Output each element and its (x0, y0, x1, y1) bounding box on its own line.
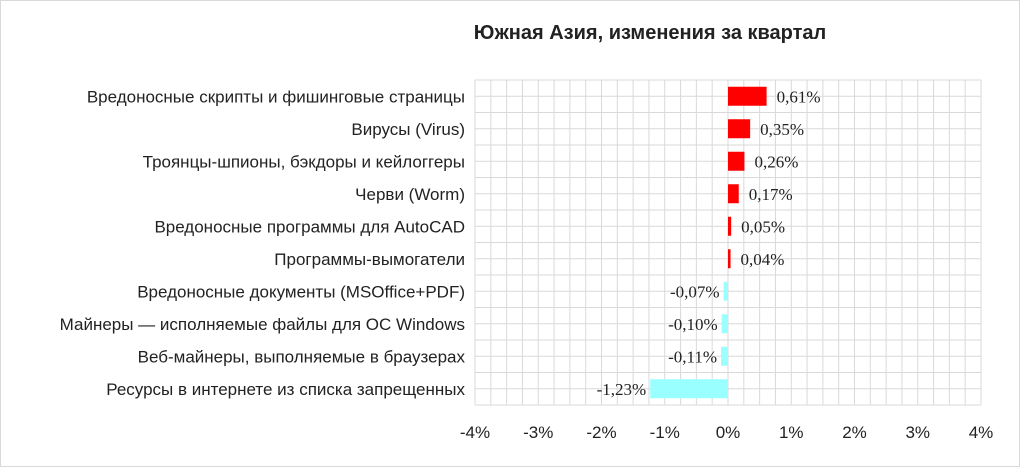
data-label: -0,11% (668, 347, 717, 366)
x-tick-label: 1% (779, 423, 804, 442)
category-label: Ресурсы в интернете из списка запрещенны… (106, 380, 465, 399)
bar (723, 281, 728, 301)
chart-title: Южная Азия, изменения за квартал (473, 22, 827, 44)
bar (728, 249, 731, 269)
bar (721, 346, 728, 366)
x-tick-label: -3% (523, 423, 553, 442)
category-label: Вредоносные документы (MSOffice+PDF) (137, 282, 465, 301)
category-label: Черви (Worm) (355, 185, 465, 204)
x-tick-label: -2% (586, 423, 616, 442)
bar (728, 119, 751, 139)
data-label: -1,23% (597, 380, 647, 399)
category-label: Майнеры — исполняемые файлы для ОС Windo… (60, 315, 465, 334)
category-label: Программы-вымогатели (274, 250, 465, 269)
category-label: Вирусы (Virus) (351, 120, 465, 139)
bar (728, 216, 732, 236)
data-label: 0,04% (741, 250, 785, 269)
label-layer: -4% -3% -2% -1% 0% 1% 2% 3% 4% Вредоносные скрипт… (60, 87, 994, 442)
data-label: 0,05% (741, 217, 785, 236)
category-label: Вредоносные программы для AutoCAD (154, 217, 465, 236)
category-label: Веб-майнеры, выполняемые в браузерах (138, 347, 466, 366)
x-tick-label: 0% (716, 423, 741, 442)
x-tick-label: 3% (905, 423, 930, 442)
bar (728, 86, 767, 106)
category-label: Вредоносные скрипты и фишинговые страниц… (87, 87, 465, 106)
bar (650, 379, 728, 399)
data-label: 0,35% (760, 120, 804, 139)
category-label: Троянцы-шпионы, бэкдоры и кейлоггеры (143, 152, 465, 171)
data-label: 0,61% (777, 87, 821, 106)
bar (728, 151, 745, 171)
data-label: 0,26% (754, 152, 798, 171)
x-tick-label: 4% (969, 423, 994, 442)
data-label: 0,17% (749, 185, 793, 204)
x-tick-label: -4% (460, 423, 490, 442)
bar-layer (650, 86, 767, 399)
data-label: -0,07% (670, 282, 720, 301)
x-tick-label: -1% (650, 423, 680, 442)
x-tick-label: 2% (842, 423, 867, 442)
bar (721, 314, 728, 334)
data-label: -0,10% (668, 315, 718, 334)
grid-layer (474, 79, 982, 406)
bar (728, 184, 739, 204)
